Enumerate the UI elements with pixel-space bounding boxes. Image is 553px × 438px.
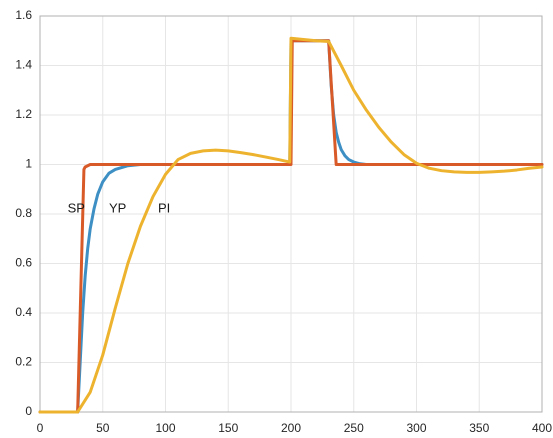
y-tick-label: 0.8 [15, 206, 32, 220]
series-labels: YP SP PI [68, 200, 171, 215]
series-group [38, 36, 544, 414]
x-tick-label: 300 [406, 421, 426, 435]
series-label-yp: YP [109, 200, 126, 215]
plot-frame [39, 15, 543, 413]
y-axis-tick-labels: 0 0.2 0.4 0.6 0.8 1 1.2 1.4 1.6 [15, 8, 32, 418]
series-label-sp: SP [68, 200, 85, 215]
series-line-sp [38, 39, 544, 414]
y-tick-label: 0 [25, 404, 32, 418]
x-tick-label: 400 [532, 421, 552, 435]
series-label-pi: PI [158, 200, 170, 215]
x-tick-label: 200 [281, 421, 301, 435]
y-tick-label: 1.4 [15, 58, 32, 72]
y-tick-label: 1 [25, 157, 32, 171]
x-axis-tick-labels: 0 50 100 150 200 250 300 350 400 [37, 421, 553, 435]
y-tick-label: 1.2 [15, 107, 32, 121]
x-tick-label: 50 [96, 421, 110, 435]
y-tick-label: 0.4 [15, 305, 32, 319]
x-tick-label: 250 [344, 421, 364, 435]
x-tick-label: 100 [155, 421, 175, 435]
x-tick-label: 150 [218, 421, 238, 435]
y-tick-label: 1.6 [15, 8, 32, 22]
y-tick-label: 0.2 [15, 355, 32, 369]
x-tick-label: 0 [37, 421, 44, 435]
y-tick-label: 0.6 [15, 256, 32, 270]
x-tick-label: 350 [469, 421, 489, 435]
series-line-pi [38, 36, 544, 414]
